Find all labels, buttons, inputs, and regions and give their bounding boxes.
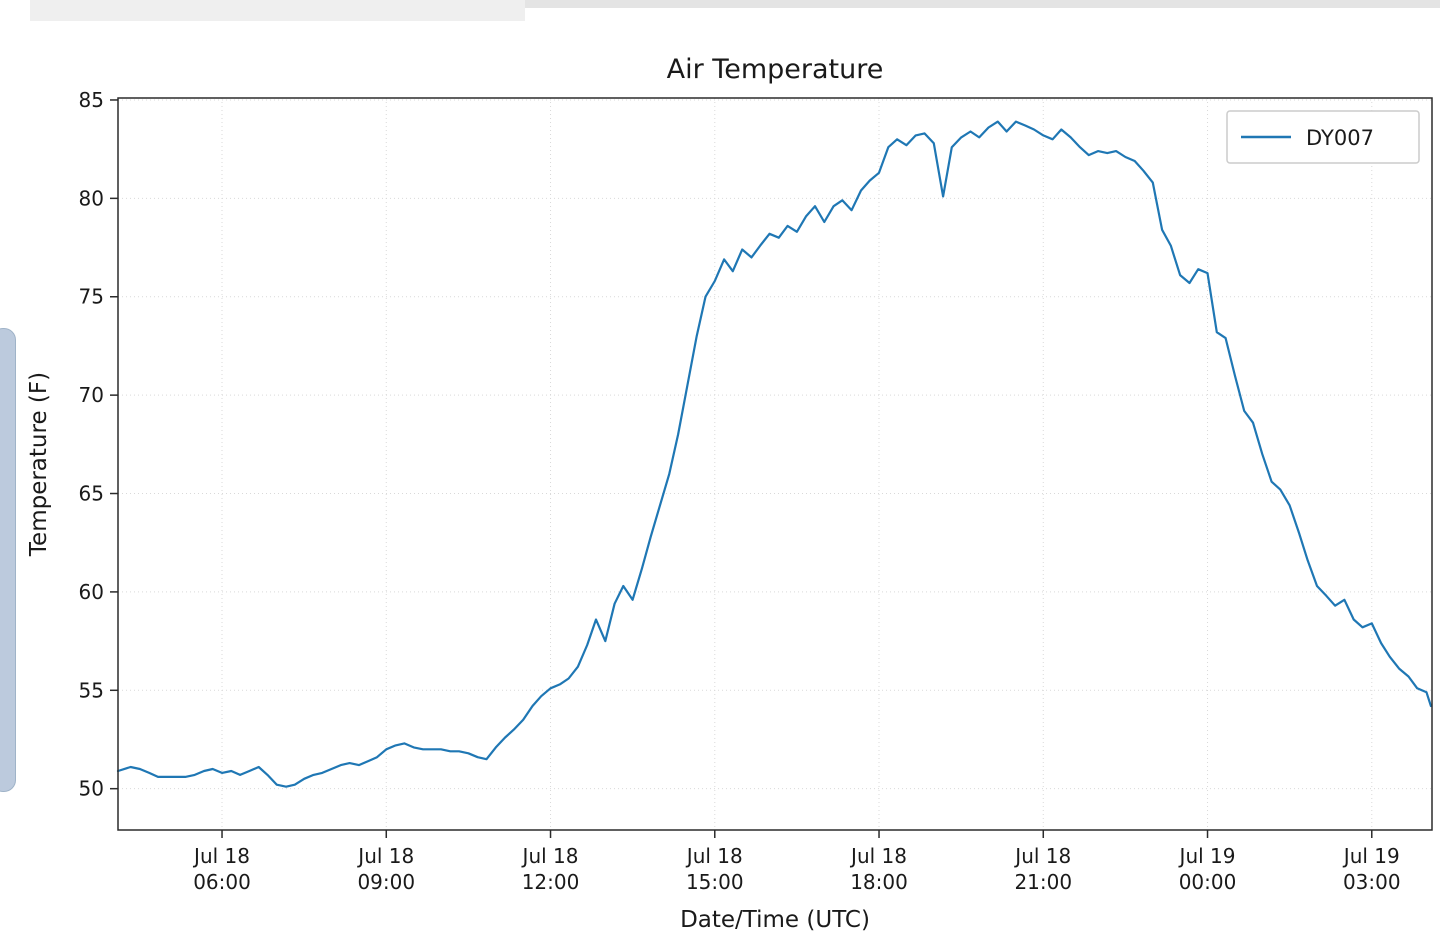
temperature-series-line bbox=[116, 120, 1432, 788]
x-tick-label-date: Jul 18 bbox=[1013, 844, 1071, 868]
series-layer bbox=[116, 120, 1432, 788]
x-tick-label-time: 00:00 bbox=[1179, 870, 1237, 894]
window-top-block bbox=[30, 0, 525, 21]
x-axis-label: Date/Time (UTC) bbox=[680, 907, 870, 933]
x-tick-label-time: 21:00 bbox=[1014, 870, 1072, 894]
legend-entry-label: DY007 bbox=[1306, 126, 1374, 150]
y-tick-label: 80 bbox=[79, 186, 104, 210]
y-tick-label: 65 bbox=[79, 482, 104, 506]
x-tick-label-date: Jul 18 bbox=[521, 844, 579, 868]
y-tick-label: 55 bbox=[79, 678, 104, 702]
y-tick-label: 85 bbox=[79, 88, 104, 112]
x-tick-label-date: Jul 18 bbox=[849, 844, 907, 868]
y-tick-label: 50 bbox=[79, 777, 104, 801]
x-tick-label-date: Jul 18 bbox=[356, 844, 414, 868]
x-tick-label-time: 18:00 bbox=[850, 870, 908, 894]
x-tick-label-time: 12:00 bbox=[522, 870, 580, 894]
window-top-strip bbox=[30, 0, 1440, 8]
y-tick-label: 75 bbox=[79, 285, 104, 309]
x-tick-label-date: Jul 18 bbox=[685, 844, 743, 868]
x-tick-label-time: 03:00 bbox=[1343, 870, 1401, 894]
plot-border bbox=[117, 97, 1433, 831]
scrollbar-thumb[interactable] bbox=[0, 328, 16, 792]
legend-box bbox=[1226, 110, 1420, 164]
chart-title: Air Temperature bbox=[667, 54, 884, 85]
x-tick-label-date: Jul 19 bbox=[1342, 844, 1400, 868]
x-tick-label-time: 06:00 bbox=[193, 870, 251, 894]
legend: DY007 bbox=[1226, 110, 1420, 164]
x-tick-label-time: 15:00 bbox=[686, 870, 744, 894]
y-tick-label: 60 bbox=[79, 580, 104, 604]
x-tick-label-date: Jul 19 bbox=[1178, 844, 1236, 868]
grid-layer bbox=[118, 98, 1432, 830]
x-tick-label-date: Jul 18 bbox=[192, 844, 250, 868]
x-tick-label-time: 09:00 bbox=[357, 870, 415, 894]
y-tick-label: 70 bbox=[79, 383, 104, 407]
y-axis-label: Temperature (F) bbox=[26, 372, 52, 557]
